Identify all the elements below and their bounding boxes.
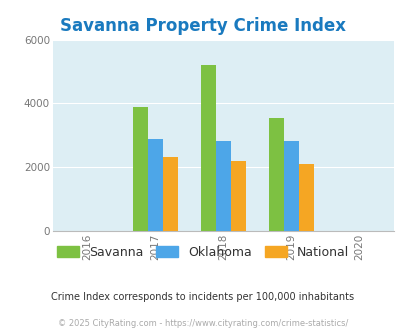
Bar — [230, 161, 245, 231]
Bar — [215, 141, 230, 231]
Bar — [162, 157, 177, 231]
Bar — [200, 65, 215, 231]
Text: Crime Index corresponds to incidents per 100,000 inhabitants: Crime Index corresponds to incidents per… — [51, 292, 354, 302]
Text: Savanna Property Crime Index: Savanna Property Crime Index — [60, 17, 345, 35]
Bar — [147, 140, 162, 231]
Bar — [298, 164, 313, 231]
Legend: Savanna, Oklahoma, National: Savanna, Oklahoma, National — [53, 242, 352, 263]
Bar — [269, 118, 283, 231]
Bar — [284, 141, 298, 231]
Text: © 2025 CityRating.com - https://www.cityrating.com/crime-statistics/: © 2025 CityRating.com - https://www.city… — [58, 319, 347, 328]
Bar — [132, 107, 147, 231]
